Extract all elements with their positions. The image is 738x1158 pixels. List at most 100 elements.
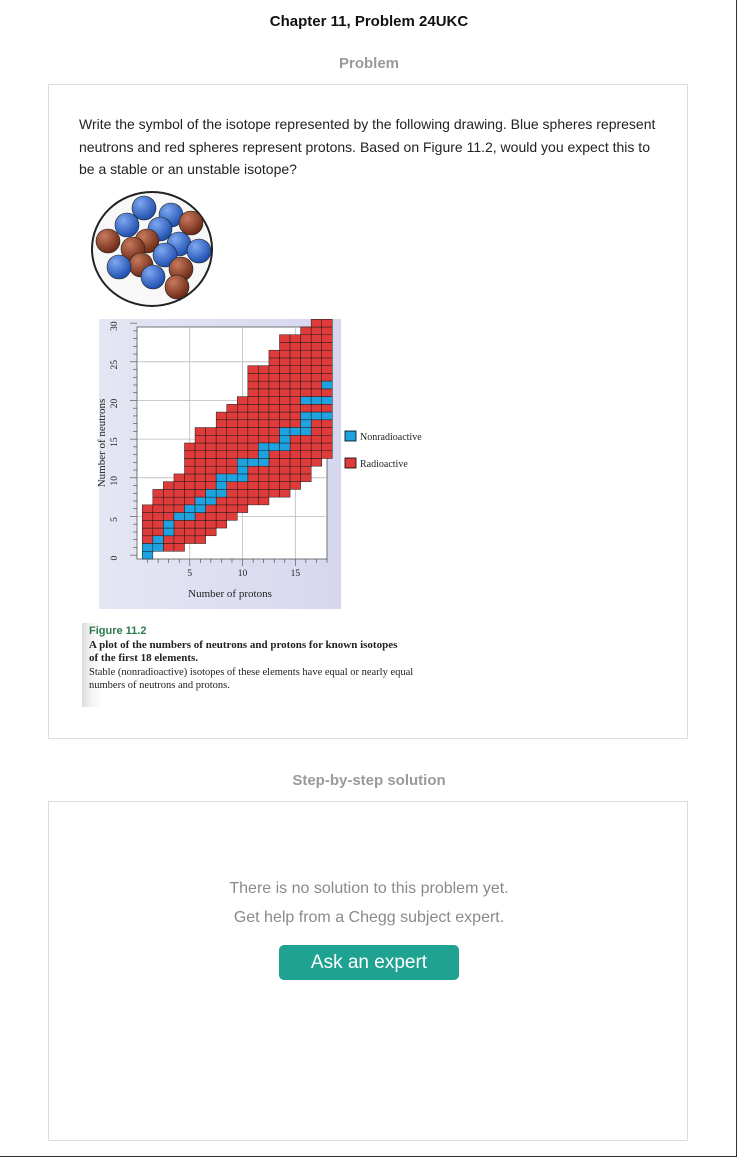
radioactive-isotope-cell: [205, 481, 217, 490]
radioactive-isotope-cell: [237, 404, 249, 413]
radioactive-isotope-cell: [268, 396, 280, 405]
radioactive-isotope-cell: [289, 334, 301, 343]
radioactive-isotope-cell: [279, 334, 291, 343]
radioactive-isotope-cell: [300, 373, 312, 382]
radioactive-isotope-cell: [163, 543, 175, 552]
radioactive-isotope-cell: [194, 465, 206, 475]
radioactive-isotope-cell: [237, 396, 249, 405]
radioactive-isotope-cell: [268, 473, 280, 482]
stable-isotope-cell: [215, 473, 227, 482]
stable-isotope-cell: [258, 450, 270, 459]
radioactive-isotope-cell: [310, 458, 322, 467]
radioactive-isotope-cell: [289, 411, 301, 421]
stable-isotope-cell: [142, 543, 154, 552]
radioactive-isotope-cell: [268, 427, 280, 436]
radioactive-isotope-cell: [226, 427, 238, 436]
legend-swatch-nonradioactive: [344, 430, 357, 442]
radioactive-isotope-cell: [268, 365, 280, 374]
radioactive-isotope-cell: [194, 427, 206, 436]
radioactive-isotope-cell: [258, 365, 270, 374]
legend-label-radioactive: Radioactive: [360, 459, 408, 470]
radioactive-isotope-cell: [258, 435, 270, 444]
radioactive-isotope-cell: [173, 535, 185, 544]
radioactive-isotope-cell: [279, 465, 291, 475]
no-solution-text: There is no solution to this problem yet…: [229, 880, 509, 897]
radioactive-isotope-cell: [289, 357, 301, 366]
radioactive-isotope-cell: [215, 450, 227, 459]
radioactive-isotope-cell: [184, 489, 196, 498]
radioactive-isotope-cell: [300, 349, 312, 359]
neutron-sphere: [186, 238, 212, 264]
radioactive-isotope-cell: [215, 512, 227, 521]
radioactive-isotope-cell: [258, 481, 270, 490]
radioactive-isotope-cell: [237, 496, 249, 506]
figure-caption: Figure 11.2 A plot of the numbers of neu…: [82, 623, 442, 707]
radioactive-isotope-cell: [258, 489, 270, 498]
radioactive-isotope-cell: [300, 442, 312, 451]
radioactive-isotope-cell: [184, 535, 196, 544]
y-tick-label: 30: [110, 321, 120, 331]
stable-isotope-cell: [237, 473, 249, 482]
radioactive-isotope-cell: [205, 473, 217, 482]
y-tick-label: 15: [110, 437, 120, 447]
radioactive-isotope-cell: [268, 450, 280, 459]
radioactive-isotope-cell: [279, 481, 291, 490]
radioactive-isotope-cell: [310, 326, 322, 335]
radioactive-isotope-cell: [173, 481, 185, 490]
radioactive-isotope-cell: [258, 388, 270, 397]
radioactive-isotope-cell: [226, 411, 238, 421]
stable-isotope-cell: [215, 489, 227, 498]
radioactive-isotope-cell: [279, 357, 291, 366]
radioactive-isotope-cell: [215, 435, 227, 444]
radioactive-isotope-cell: [173, 543, 185, 552]
radioactive-isotope-cell: [163, 512, 175, 521]
radioactive-isotope-cell: [152, 520, 164, 529]
radioactive-isotope-cell: [215, 427, 227, 436]
radioactive-isotope-cell: [173, 496, 185, 506]
radioactive-isotope-cell: [310, 349, 322, 359]
x-tick-label: 15: [291, 569, 301, 579]
proton-sphere: [164, 274, 190, 300]
radioactive-isotope-cell: [300, 380, 312, 390]
radioactive-isotope-cell: [321, 357, 333, 366]
radioactive-isotope-cell: [247, 481, 259, 490]
radioactive-isotope-cell: [152, 512, 164, 521]
radioactive-isotope-cell: [321, 388, 333, 397]
radioactive-isotope-cell: [300, 458, 312, 467]
radioactive-isotope-cell: [321, 435, 333, 444]
radioactive-isotope-cell: [268, 435, 280, 444]
radioactive-isotope-cell: [279, 342, 291, 351]
stable-isotope-cell: [300, 419, 312, 428]
radioactive-isotope-cell: [268, 349, 280, 359]
figure-caption-text: Stable (nonradioactive) isotopes of thes…: [89, 667, 414, 691]
radioactive-isotope-cell: [279, 450, 291, 459]
stable-isotope-cell: [152, 535, 164, 544]
ask-expert-button[interactable]: Ask an expert: [279, 945, 459, 980]
solution-heading: Step-by-step solution: [292, 772, 446, 789]
neutron-sphere: [131, 195, 157, 221]
neutron-sphere: [106, 254, 132, 280]
radioactive-isotope-cell: [279, 473, 291, 482]
stable-isotope-cell: [163, 527, 175, 537]
radioactive-isotope-cell: [205, 520, 217, 529]
radioactive-isotope-cell: [321, 419, 333, 428]
radioactive-isotope-cell: [194, 450, 206, 459]
radioactive-isotope-cell: [237, 411, 249, 421]
radioactive-isotope-cell: [268, 465, 280, 475]
stable-isotope-cell: [310, 411, 322, 421]
stable-isotope-cell: [237, 458, 249, 467]
radioactive-isotope-cell: [300, 473, 312, 482]
stable-isotope-cell: [152, 543, 164, 552]
radioactive-isotope-cell: [300, 334, 312, 343]
stable-isotope-cell: [268, 442, 280, 451]
radioactive-isotope-cell: [310, 427, 322, 436]
radioactive-isotope-cell: [310, 388, 322, 397]
page-title: Chapter 11, Problem 24UKC: [269, 13, 469, 30]
radioactive-isotope-cell: [258, 396, 270, 405]
radioactive-isotope-cell: [226, 419, 238, 428]
radioactive-isotope-cell: [247, 473, 259, 482]
radioactive-isotope-cell: [321, 319, 333, 328]
problem-text: Write the symbol of the isotope represen…: [79, 116, 656, 177]
stable-isotope-cell: [237, 465, 249, 475]
proton-sphere: [95, 228, 121, 254]
